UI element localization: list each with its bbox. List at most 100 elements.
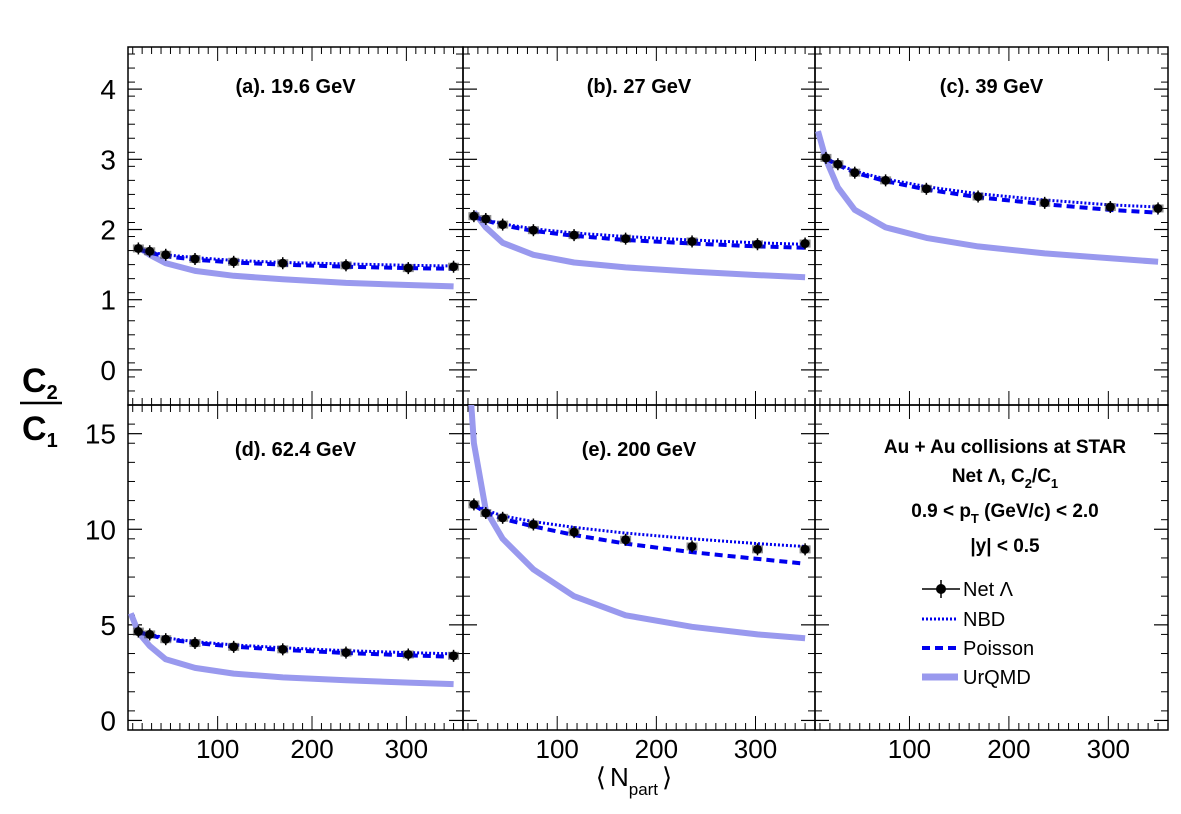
panel-plot-area [468,210,811,281]
y-tick-label: 3 [100,144,116,175]
net-lambda-point [498,513,508,523]
panel-border [814,404,1169,731]
net-lambda-point [481,214,491,224]
x-tick-label: 100 [196,734,239,764]
net-lambda-point [850,168,860,178]
urqmd-curve [471,210,806,281]
x-tick-label: 300 [734,734,777,764]
info-observable: Net Λ, C2/C1 [952,466,1058,491]
info-rapidity: |y| < 0.5 [970,536,1040,557]
net-lambda-point [341,648,351,658]
y-tick-label: 5 [100,610,116,641]
y-axis-title: C2 C1 [20,362,62,452]
panel-frame-r1-c2 [814,404,1169,731]
legend-urqmd-label: UrQMD [963,667,1031,689]
net-lambda-point [498,220,508,230]
net-lambda-point [341,260,351,270]
net-lambda-point [528,225,538,235]
legend-entry-poisson: Poisson [922,638,1034,660]
y-tick-label: 2 [100,215,116,246]
net-lambda-point [752,239,762,249]
x-tick-label: 100 [888,734,931,764]
x-tick-label: 100 [536,734,579,764]
panel-a-19-6-gev [132,242,460,290]
legend: Net Λ NBD Poisson UrQMD [922,579,1034,689]
x-tick-label: 300 [1087,734,1130,764]
panel-plot-area [128,612,460,688]
net-lambda-point [449,651,459,661]
y-tick-label: 10 [85,514,116,545]
net-lambda-point [1040,198,1050,208]
net-lambda-point [469,499,479,509]
net-lambda-point [1105,202,1115,212]
y-tick-label: 15 [85,419,116,450]
legend-nbd-label: NBD [963,609,1005,631]
legend-poisson-label: Poisson [963,638,1034,660]
urqmd-curve [468,405,806,642]
net-lambda-point [752,544,762,554]
y-tick-label: 4 [100,74,116,105]
poisson-curve [473,214,806,250]
panel-label: (b). 27 GeV [587,76,692,98]
y-axis-title-denominator: C1 [22,410,58,452]
y-tick-label: 0 [100,355,116,386]
y-tick-label: 1 [100,285,116,316]
net-lambda-point [278,644,288,654]
net-lambda-point [569,527,579,537]
urqmd-curve [128,612,454,688]
y-axis-title-numerator: C2 [22,362,58,404]
net-lambda-point [800,239,810,249]
net-lambda-point [481,508,491,518]
legend-net-lambda-label: Net Λ [963,579,1014,601]
panels-layer: 0 1 2 3 4 0 5 10 15 100 200 300 100 200 300 100 200 300 (a… [85,46,1169,764]
net-lambda-point [403,649,413,659]
panel-label: (c). 39 GeV [940,76,1044,98]
net-lambda-point [833,159,843,169]
x-tick-label: 200 [635,734,678,764]
net-lambda-point [133,627,143,637]
panel-e-200-gev [468,405,811,642]
nbd-curve [473,214,806,246]
net-lambda-point [161,250,171,260]
net-lambda-point [190,638,200,648]
panel-label: (a). 19.6 GeV [235,76,356,98]
nbd-curve [473,503,806,548]
panel-border [127,46,464,406]
net-lambda-point [133,243,143,253]
net-lambda-point [621,535,631,545]
net-lambda-point [881,175,891,185]
panel-label: (e). 200 GeV [582,439,697,461]
net-lambda-point [161,634,171,644]
net-lambda-point [528,519,538,529]
panel-frame-r0-c0 [127,46,464,406]
x-tick-label: 300 [385,734,428,764]
panel-label: (d). 62.4 GeV [235,439,357,461]
panel-c-39-gev [815,130,1164,265]
legend-entry-urqmd: UrQMD [922,667,1031,689]
legend-net-lambda-marker [936,584,946,594]
net-lambda-point [229,257,239,267]
net-lambda-point [921,184,931,194]
legend-entry-nbd: NBD [922,609,1005,631]
net-lambda-point [278,258,288,268]
net-lambda-point [687,541,697,551]
legend-entry-net-lambda: Net Λ [922,579,1014,601]
panel-d-62-4-gev [128,612,460,688]
panel-b-27-gev [468,210,811,281]
net-lambda-point [145,629,155,639]
x-axis-title: ⟨ Npart ⟩ [596,762,672,799]
net-lambda-point [687,236,697,246]
panel-plot-area [815,130,1164,265]
panel-frame-r0-c2 [814,46,1169,406]
net-lambda-point [621,234,631,244]
panel-border [814,46,1169,406]
net-lambda-point [1153,203,1163,213]
x-tick-label: 200 [290,734,333,764]
info-panel: Au + Au collisions at STAR Net Λ, C2/C1 … [884,437,1127,557]
net-lambda-point [569,230,579,240]
net-lambda-point [821,153,831,163]
info-pt-range: 0.9 < pT (GeV/c) < 2.0 [911,501,1099,526]
net-lambda-point [449,262,459,272]
net-lambda-point [800,544,810,554]
